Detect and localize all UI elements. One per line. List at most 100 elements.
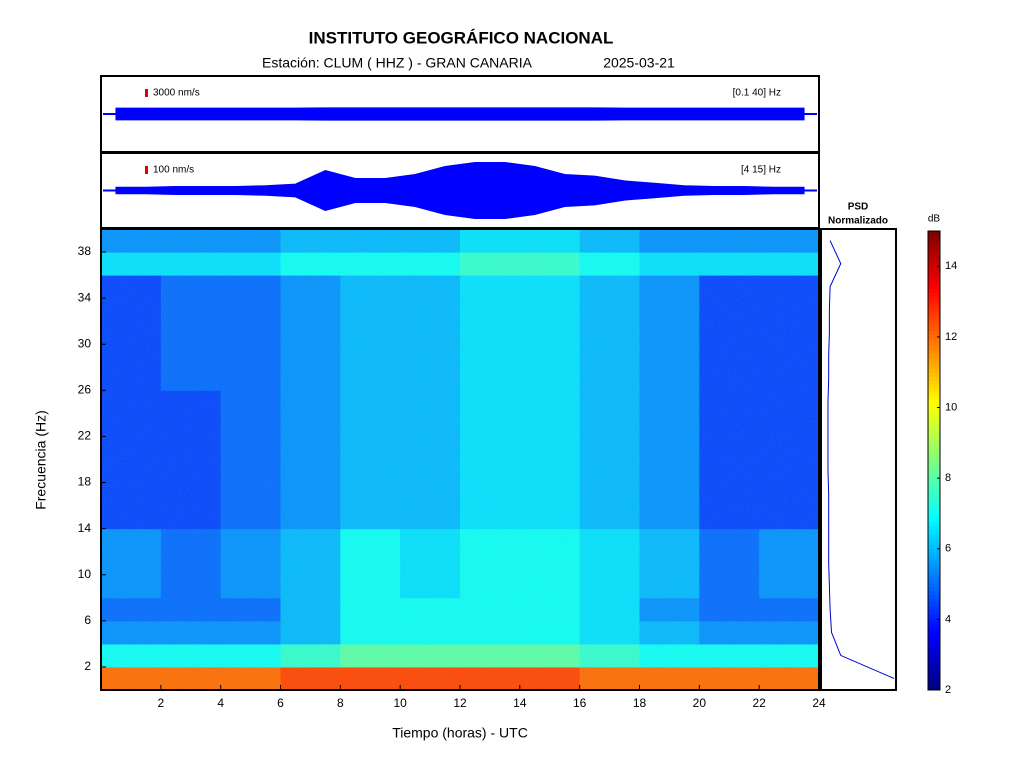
colorbar-segment [928,533,940,538]
colorbar-segment [928,475,940,481]
colorbar-segment [928,678,940,683]
colorbar-segment [928,361,940,366]
y-axis-label: Frecuencia (Hz) [33,410,49,510]
colorbar-segment [928,556,940,561]
colorbar-segment [928,345,940,351]
colorbar-segment [928,502,940,507]
colorbar-segment [928,594,940,599]
chart-title: INSTITUTO GEOGRÁFICO NACIONAL [309,28,614,47]
colorbar-segment [928,559,940,565]
band-label: [4 15] Hz [741,165,781,176]
colorbar-segment [928,647,940,653]
y-tick-label: 2 [84,659,91,673]
colorbar-segment [928,686,940,691]
colorbar-segment [928,406,940,412]
colorbar-segment [928,242,940,247]
x-tick-label: 2 [157,696,164,710]
y-tick-label: 30 [78,336,92,350]
scale-bar [145,166,148,174]
colorbar-segment [928,464,940,469]
colorbar-segment [928,586,940,592]
y-tick-label: 22 [78,429,92,443]
scale-bar [145,89,148,97]
colorbar-segment [928,571,940,576]
colorbar-segment [928,384,940,389]
colorbar-segment [928,617,940,622]
colorbar-tick-label: 2 [945,684,951,696]
colorbar-segment [928,540,940,546]
colorbar-segment [928,422,940,427]
colorbar-segment [928,552,940,557]
colorbar-segment [928,537,940,542]
colorbar-segment [928,357,940,362]
colorbar-segment [928,483,940,488]
colorbar-segment [928,414,940,419]
colorbar-segment [928,621,940,626]
colorbar-segment [928,494,940,500]
colorbar-tick-label: 10 [945,401,957,413]
psd-label: Normalizado [828,216,888,227]
psd-label: PSD [848,202,869,213]
colorbar-segment [928,326,940,331]
x-tick-label: 24 [812,696,826,710]
y-tick-label: 6 [84,613,91,627]
colorbar-segment [928,667,940,672]
colorbar-segment [928,261,940,266]
colorbar-segment [928,250,940,255]
colorbar-segment [928,605,940,611]
colorbar-segment [928,246,940,251]
colorbar-segment [928,303,940,308]
colorbar-segment [928,498,940,504]
colorbar-tick-label: 6 [945,543,951,555]
colorbar-tick-label: 8 [945,472,951,484]
colorbar-segment [928,521,940,527]
colorbar-segment [928,433,940,439]
colorbar-segment [928,257,940,263]
colorbar-frame [927,230,941,691]
x-tick-label: 6 [277,696,284,710]
colorbar-segment [928,387,940,393]
colorbar-segment [928,315,940,320]
colorbar-segment [928,544,940,549]
colorbar-segment [928,276,940,282]
colorbar-segment [928,380,940,385]
colorbar-label: dB [928,214,941,225]
colorbar-segment [928,322,940,328]
colorbar-segment [928,609,940,614]
colorbar-segment [928,590,940,595]
colorbar-segment [928,299,940,305]
colorbar-segment [928,628,940,634]
colorbar-segment [928,567,940,572]
colorbar-segment [928,644,940,649]
colorbar-segment [928,674,940,680]
y-tick-label: 18 [78,475,92,489]
colorbar-segment [928,368,940,374]
colorbar-segment [928,491,940,496]
colorbar-segment [928,663,940,668]
colorbar-segment [928,506,940,511]
date: 2025-03-21 [603,55,675,71]
x-tick-label: 8 [337,696,344,710]
colorbar-segment [928,391,940,396]
colorbar-tick-label: 12 [945,331,957,343]
colorbar-segment [928,582,940,588]
colorbar-segment [928,234,940,240]
x-tick-label: 14 [513,696,527,710]
colorbar-segment [928,682,940,687]
colorbar-segment [928,253,940,259]
colorbar-segment [928,330,940,335]
colorbar-segment [928,376,940,381]
y-tick-label: 14 [78,521,92,535]
psd-line [827,240,895,679]
colorbar-segment [928,418,940,423]
x-tick-label: 18 [633,696,647,710]
colorbar-segment [928,353,940,358]
colorbar-segment [928,349,940,354]
y-tick-label: 38 [78,244,92,258]
x-tick-label: 20 [693,696,707,710]
colorbar-segment [928,449,940,454]
colorbar-segment [928,318,940,324]
y-tick-label: 34 [78,290,92,304]
colorbar-segment [928,284,940,289]
